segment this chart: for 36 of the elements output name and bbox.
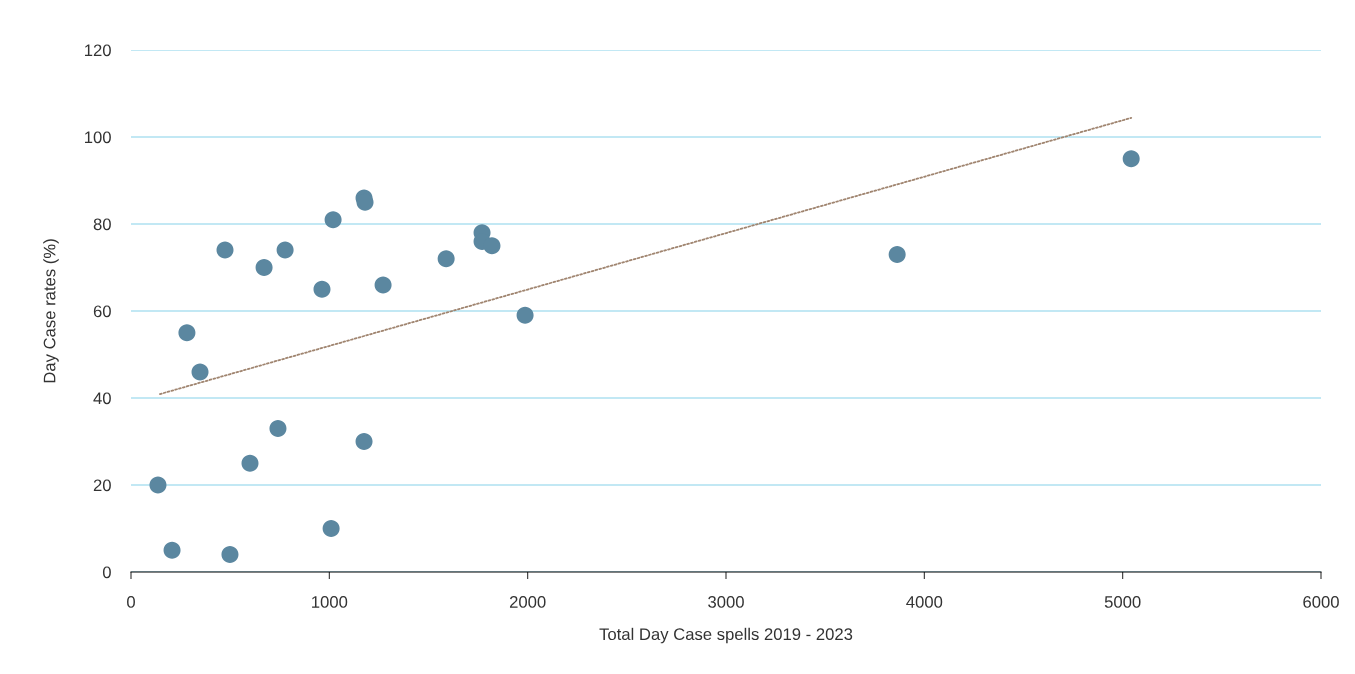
x-tick-label: 6000	[1303, 596, 1339, 608]
x-tick-label: 1000	[312, 596, 348, 608]
point	[516, 306, 534, 324]
point	[241, 454, 259, 472]
y-tick-label: 120	[85, 44, 111, 57]
y-tick-label: 0	[102, 566, 111, 579]
point	[374, 276, 392, 294]
y-tick-label: 100	[85, 131, 111, 144]
point	[276, 241, 294, 259]
point	[255, 258, 273, 277]
point	[322, 519, 340, 538]
point	[483, 237, 501, 255]
y-tick-label: 80	[93, 218, 111, 231]
x-tick-label: 2000	[509, 596, 546, 608]
y-axis-title: Day Case rates (%)	[43, 239, 59, 383]
point	[355, 432, 373, 451]
y-tick-label: 20	[93, 479, 111, 492]
point	[221, 546, 239, 564]
x-axis-title: Total Day Case spells 2019 - 2023	[599, 627, 853, 644]
point	[313, 280, 331, 298]
y-tick-label: 40	[93, 392, 111, 405]
x-tick-label: 0	[127, 596, 135, 608]
point	[163, 541, 181, 559]
point	[216, 241, 234, 259]
point	[191, 363, 209, 381]
point	[178, 324, 196, 342]
x-tick-label: 5000	[1104, 596, 1141, 608]
point	[437, 250, 455, 268]
point	[269, 419, 287, 437]
point	[1122, 150, 1140, 168]
y-tick-label: 60	[93, 305, 111, 318]
x-tick-label: 3000	[708, 596, 744, 608]
x-tick-label: 4000	[906, 596, 943, 608]
point	[149, 476, 167, 494]
point	[324, 211, 342, 229]
point	[888, 245, 906, 263]
